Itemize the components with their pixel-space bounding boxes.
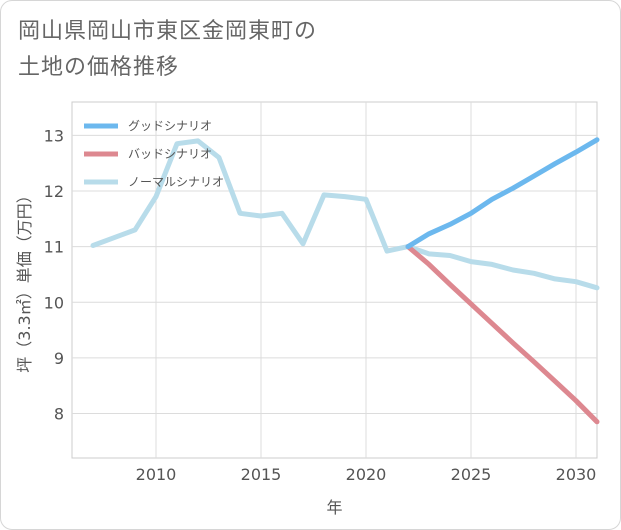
title-line-2: 土地の価格推移: [18, 55, 180, 80]
y-tick-label: 10: [44, 293, 64, 312]
legend-label-2: ノーマルシナリオ: [128, 175, 224, 189]
x-axis-title: 年: [326, 498, 342, 517]
x-tick-label: 2010: [136, 465, 177, 484]
y-tick-label: 8: [54, 405, 64, 424]
x-tick-label: 2020: [346, 465, 387, 484]
x-tick-label: 2025: [451, 465, 492, 484]
series-line-1: [405, 244, 600, 425]
y-tick-label: 11: [44, 238, 64, 257]
series-line-2: [90, 138, 600, 291]
title-line-1: 岡山県岡山市東区金岡東町の: [18, 19, 318, 44]
y-axis-title: 坪（3.3㎡）単価（万円）: [15, 187, 34, 372]
chart-title: 岡山県岡山市東区金岡東町の 土地の価格推移: [18, 14, 317, 86]
x-tick-label: 2015: [241, 465, 282, 484]
series-line-0: [405, 137, 600, 250]
y-tick-label: 12: [44, 182, 64, 201]
series-lines: [90, 137, 600, 425]
legend-label-0: グッドシナリオ: [128, 119, 212, 133]
legend-label-1: バッドシナリオ: [128, 147, 212, 161]
y-tick-label: 13: [44, 126, 64, 145]
tick-labels: 8 9 10 11 12 13 2010 2015 2020 2025 2030: [44, 126, 597, 484]
x-tick-label: 2030: [556, 465, 597, 484]
y-tick-label: 9: [54, 349, 64, 368]
plot-area: [71, 101, 598, 459]
